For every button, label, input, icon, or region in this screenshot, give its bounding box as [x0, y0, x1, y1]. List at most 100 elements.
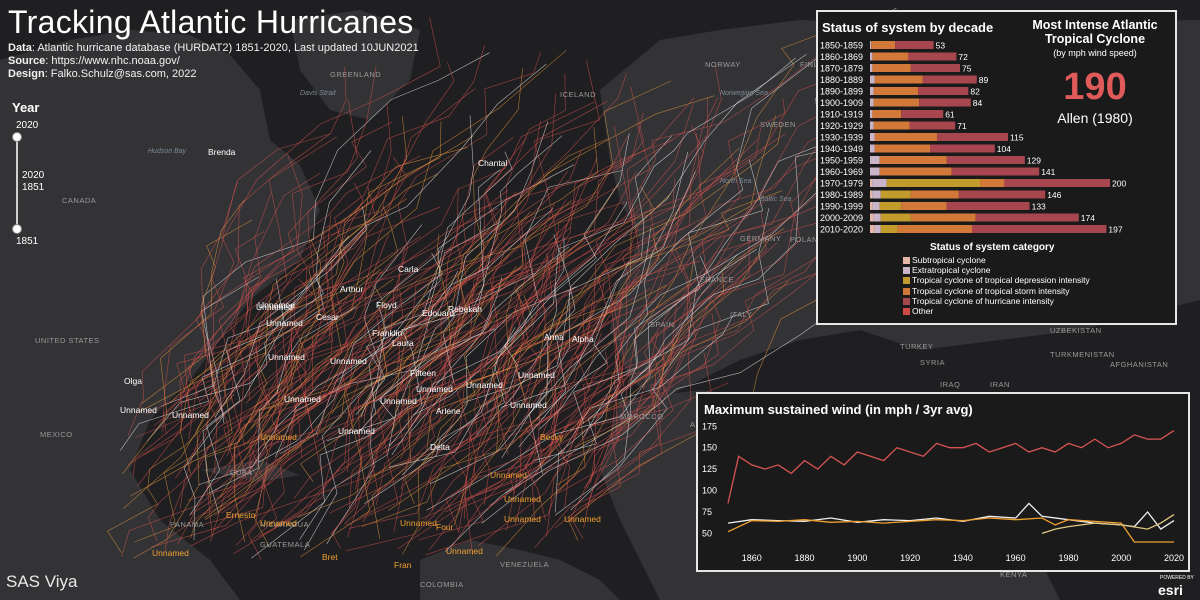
sea-label: North Sea [720, 178, 752, 185]
decade-bar-segment [897, 225, 972, 233]
storm-name-label[interactable]: Unnamed [400, 518, 437, 528]
storm-name-label[interactable]: Unnamed [172, 410, 209, 420]
storm-name-label[interactable]: Unnamed [266, 318, 303, 328]
storm-track [123, 230, 366, 509]
storm-name-label[interactable]: Edouard [422, 308, 455, 318]
storm-name-label[interactable]: Unnamed [338, 426, 375, 436]
storm-name-label[interactable]: Unnamed [446, 546, 483, 556]
country-label: AFGHANISTAN [1110, 360, 1169, 369]
storm-track [279, 164, 575, 454]
legend-item[interactable]: Extratropical cyclone [912, 265, 991, 276]
storm-track [223, 120, 541, 479]
year-range-slider[interactable]: 2020 2020 1851 1851 [12, 120, 52, 250]
storm-name-label[interactable]: Becky [540, 432, 564, 442]
slider-handle-top[interactable] [12, 132, 22, 142]
storm-track [330, 232, 590, 535]
country-label: POLAND [790, 235, 824, 244]
storm-name-label[interactable]: Unnamed [416, 384, 453, 394]
storm-track [133, 206, 399, 559]
storm-name-label[interactable]: Delta [430, 442, 450, 452]
storm-name-label[interactable]: Anna [544, 332, 564, 342]
decade-bar-segment [870, 52, 873, 61]
storm-name-label[interactable]: Four [436, 522, 454, 532]
storm-name-label[interactable]: Ernesto [226, 510, 256, 520]
storm-name-label[interactable]: Chantal [478, 158, 508, 168]
storm-name-label[interactable]: Unnamed [330, 356, 367, 366]
storm-name-label[interactable]: Fifteen [410, 368, 436, 378]
legend-item[interactable]: Tropical cyclone of hurricane intensity [912, 295, 1054, 306]
storm-name-label[interactable]: Unnamed [268, 352, 305, 362]
storm-track [147, 388, 286, 542]
storm-track [459, 93, 907, 430]
slider-range-end: 2020 [22, 170, 45, 181]
legend-item[interactable]: Subtropical cyclone [912, 255, 986, 265]
storm-name-label[interactable]: Unnamed [564, 514, 601, 524]
country-label: GUATEMALA [260, 540, 311, 549]
storm-name-label[interactable]: Unnamed [518, 370, 555, 380]
country-label: GREENLAND [330, 70, 382, 79]
storm-name-label[interactable]: Unnamed [380, 396, 417, 406]
country-label: IRAN [990, 380, 1010, 389]
storm-track [358, 115, 474, 434]
storm-name-label[interactable]: Unnamed [152, 548, 189, 558]
decade-total-label: 197 [1108, 225, 1122, 235]
storm-name-label[interactable]: Unnamed [120, 405, 157, 415]
decade-label: 1970-1979 [820, 179, 863, 189]
slider-track[interactable] [16, 134, 18, 230]
storm-track [413, 170, 623, 416]
country-label: ITALY [730, 310, 753, 319]
decade-total-label: 61 [945, 110, 955, 120]
storm-name-label[interactable]: Rebekah [448, 304, 483, 314]
decade-bar-segment [870, 156, 880, 164]
country-label: SPAIN [650, 320, 675, 329]
legend-item[interactable]: Other [912, 306, 934, 316]
storm-track [556, 190, 852, 495]
data-text: : Atlantic hurricane database (HURDAT2) … [31, 42, 419, 54]
storm-name-label[interactable]: Franklin [372, 328, 403, 338]
storm-name-label[interactable]: Carla [398, 264, 419, 274]
x-tick-label: 1860 [742, 553, 762, 563]
decade-bar-segment [951, 167, 1040, 176]
storm-name-label[interactable]: Arlene [436, 406, 461, 416]
storm-name-label[interactable]: Fran [394, 560, 412, 570]
storm-name-label[interactable]: Arthur [340, 284, 364, 294]
storm-name-label[interactable]: Unnamed [490, 470, 527, 480]
country-label: CANADA [62, 196, 97, 205]
decade-label: 1950-1959 [820, 156, 863, 166]
x-tick-label: 1980 [1058, 553, 1078, 563]
storm-track [188, 65, 377, 439]
legend-item[interactable]: Tropical cyclone of tropical storm inten… [912, 285, 1070, 296]
wind-line-chart[interactable]: 50 75 100 125 150 175 1860 1880 1900 1920 1940 1960… [698, 418, 1184, 566]
storm-name-label[interactable]: Unnamed [504, 514, 541, 524]
storm-name-label[interactable]: Unnamed [256, 302, 293, 312]
decade-bar-chart[interactable]: 1850-1859 53 1860-1869 72 1870-1879 75 1880-18… [818, 38, 1168, 238]
y-tick-label: 150 [702, 443, 717, 453]
storm-name-label[interactable]: Unnamed [504, 494, 541, 504]
storm-track [274, 150, 582, 528]
storm-name-label[interactable]: Bret [322, 552, 338, 562]
slider-handle-bottom[interactable] [12, 224, 22, 234]
storm-name-label[interactable]: Alpha [572, 334, 594, 344]
storm-name-label[interactable]: Unnamed [258, 300, 295, 310]
decade-bar-segment [870, 64, 873, 72]
storm-name-label[interactable]: Unnamed [284, 394, 321, 404]
decade-bar-segment [880, 190, 911, 199]
storm-name-label[interactable]: Brenda [208, 147, 236, 157]
storm-name-label[interactable]: Cesar [316, 312, 339, 322]
storm-name-label[interactable]: Unnamed [260, 518, 297, 528]
storm-name-label[interactable]: Olga [124, 376, 142, 386]
storm-track [515, 320, 628, 525]
storm-track [358, 101, 595, 438]
legend-item[interactable]: Tropical cyclone of tropical depression … [912, 275, 1090, 286]
storm-name-label[interactable]: Laura [392, 338, 414, 348]
country-label: SYRIA [920, 358, 946, 367]
decade-bar-segment [870, 75, 875, 84]
slider-bottom-value: 1851 [16, 236, 39, 247]
storm-track [215, 102, 392, 423]
storm-name-label[interactable]: Unnamed [260, 432, 297, 442]
decade-bar-segment [972, 225, 1107, 233]
storm-track [221, 272, 436, 514]
storm-name-label[interactable]: Unnamed [466, 380, 503, 390]
storm-name-label[interactable]: Floyd [376, 300, 397, 310]
storm-name-label[interactable]: Unnamed [510, 400, 547, 410]
